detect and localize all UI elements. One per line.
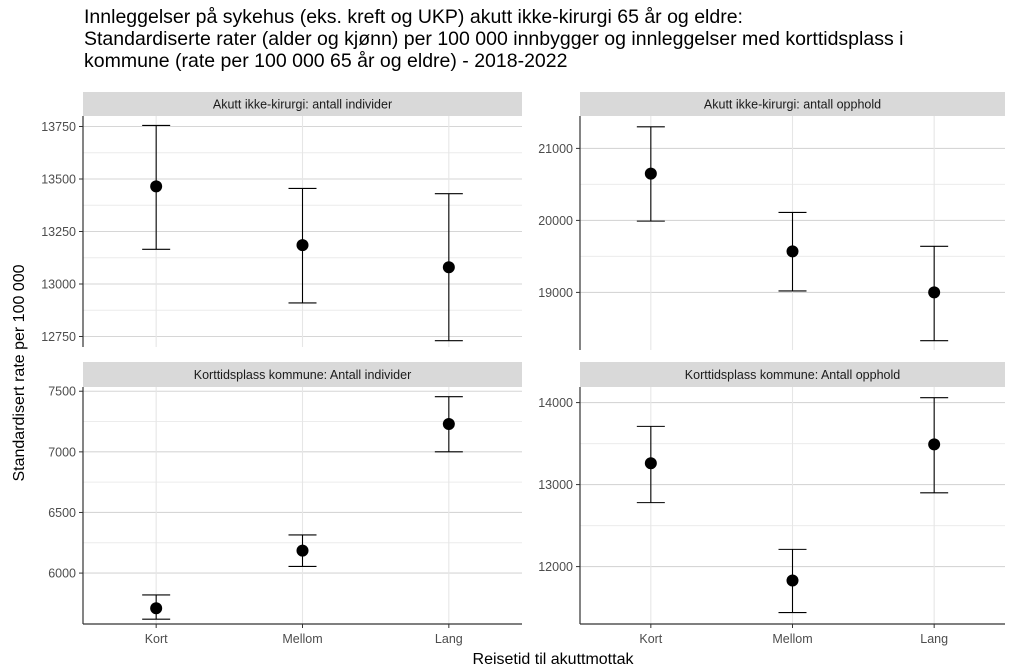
facet-strip bbox=[580, 92, 1005, 116]
facet-strip-label: Korttidsplass kommune: Antall individer bbox=[194, 368, 411, 382]
data-point bbox=[928, 438, 941, 451]
data-point bbox=[644, 457, 657, 470]
data-point bbox=[644, 167, 657, 180]
facet-strip bbox=[580, 362, 1005, 387]
facet-strip-label: Akutt ikke-kirurgi: antall opphold bbox=[704, 98, 881, 112]
y-tick-label: 6500 bbox=[48, 506, 76, 520]
data-point bbox=[786, 245, 799, 258]
y-tick-label: 7500 bbox=[48, 385, 76, 399]
y-tick-label: 12750 bbox=[41, 330, 76, 344]
facet-strip bbox=[83, 362, 522, 387]
facet-strip-label: Akutt ikke-kirurgi: antall individer bbox=[213, 98, 392, 112]
y-tick-label: 13000 bbox=[41, 278, 76, 292]
facet-strip bbox=[83, 92, 522, 116]
title-line-2: Standardiserte rater (alder og kjønn) pe… bbox=[84, 28, 904, 50]
data-point bbox=[150, 180, 163, 193]
x-tick-label: Lang bbox=[920, 632, 948, 646]
data-point bbox=[786, 574, 799, 587]
x-tick-label: Lang bbox=[435, 632, 463, 646]
data-point bbox=[296, 544, 309, 557]
y-tick-label: 6000 bbox=[48, 567, 76, 581]
y-tick-label: 19000 bbox=[538, 286, 573, 300]
x-tick-label: Kort bbox=[145, 632, 168, 646]
y-tick-label: 20000 bbox=[538, 214, 573, 228]
y-tick-label: 14000 bbox=[538, 396, 573, 410]
x-tick-label: Mellom bbox=[282, 632, 322, 646]
title-line-3: kommune (rate per 100 000 65 år og eldre… bbox=[84, 50, 568, 72]
y-tick-label: 7000 bbox=[48, 445, 76, 459]
data-point bbox=[928, 286, 941, 299]
data-point bbox=[442, 261, 455, 274]
data-point bbox=[442, 417, 455, 430]
x-tick-label: Mellom bbox=[772, 632, 812, 646]
x-axis-title: Reisetid til akuttmottak bbox=[473, 651, 635, 668]
y-axis-title: Standardisert rate per 100 000 bbox=[11, 264, 28, 481]
y-tick-label: 12000 bbox=[538, 560, 573, 574]
title-line-1: Innleggelser på sykehus (eks. kreft og U… bbox=[84, 6, 743, 28]
data-point bbox=[150, 602, 163, 615]
y-tick-label: 13250 bbox=[41, 225, 76, 239]
data-point bbox=[296, 239, 309, 252]
y-tick-label: 13750 bbox=[41, 120, 76, 134]
y-tick-label: 13500 bbox=[41, 173, 76, 187]
x-tick-label: Kort bbox=[639, 632, 662, 646]
chart-title: Innleggelser på sykehus (eks. kreft og U… bbox=[84, 6, 903, 72]
y-tick-label: 21000 bbox=[538, 142, 573, 156]
facet-strip-label: Korttidsplass kommune: Antall opphold bbox=[685, 368, 900, 382]
y-tick-label: 13000 bbox=[538, 478, 573, 492]
